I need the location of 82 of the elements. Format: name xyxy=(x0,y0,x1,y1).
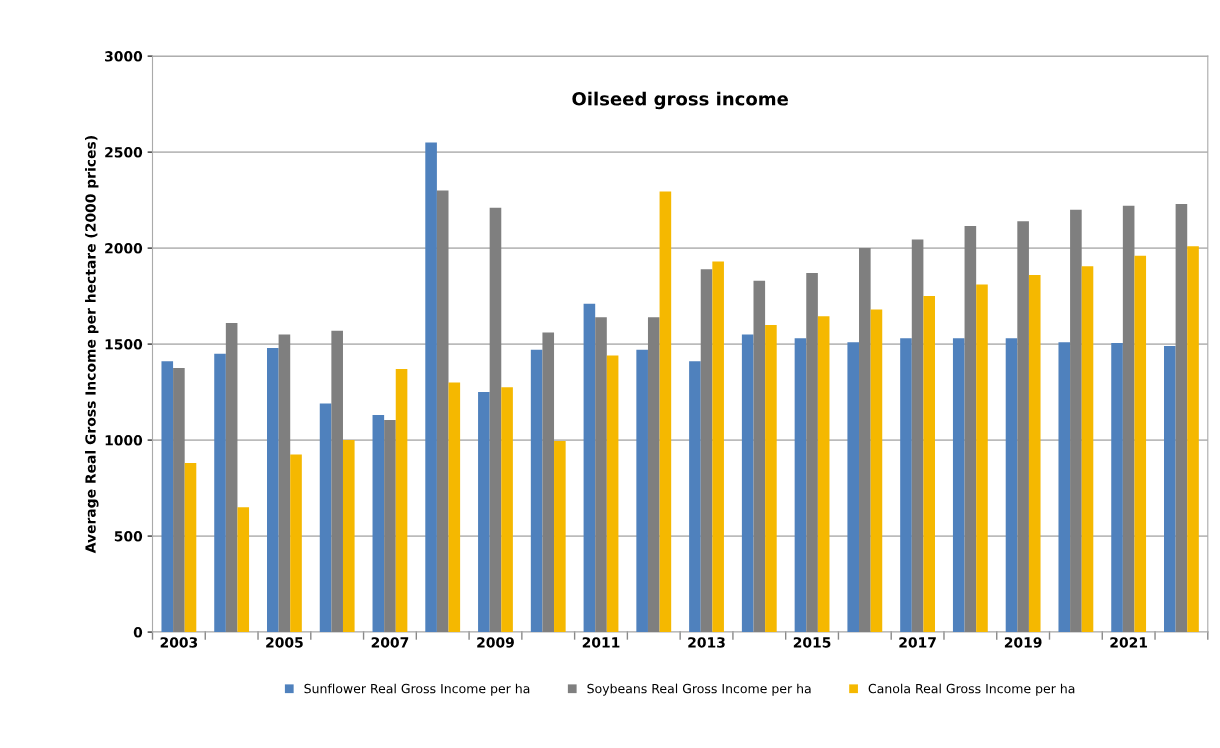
bar xyxy=(331,330,343,633)
bar xyxy=(1134,255,1147,633)
bar xyxy=(237,507,250,633)
legend-label: Soybeans Real Gross Income per ha xyxy=(587,683,811,696)
bar xyxy=(659,191,672,633)
bar xyxy=(214,353,226,633)
bar xyxy=(425,142,437,633)
bar xyxy=(1164,346,1176,633)
x-tick-label: 2009 xyxy=(477,637,514,648)
bar xyxy=(817,316,830,633)
y-tick-label: 0 xyxy=(133,627,143,638)
bar xyxy=(923,296,935,633)
bar xyxy=(161,361,174,633)
x-tick-label: 2003 xyxy=(160,637,198,648)
bar xyxy=(806,273,818,633)
x-tick-label: 2019 xyxy=(1004,637,1042,648)
x-tick-label: 2011 xyxy=(582,637,620,648)
bar xyxy=(530,349,543,633)
bar xyxy=(173,368,185,633)
x-tick-label: 2015 xyxy=(793,637,831,648)
bar xyxy=(595,317,607,633)
y-tick-label: 1000 xyxy=(105,435,143,446)
bar xyxy=(1111,343,1123,633)
x-tick-label: 2017 xyxy=(899,637,936,648)
bar xyxy=(1028,274,1041,633)
bar xyxy=(606,355,619,633)
bar xyxy=(900,338,912,633)
bar xyxy=(489,207,502,633)
bar xyxy=(964,226,977,633)
y-tick-label: 1500 xyxy=(105,339,143,350)
bar xyxy=(753,280,766,633)
bar xyxy=(342,440,355,633)
bar xyxy=(478,392,490,633)
y-tick-label: 500 xyxy=(114,531,143,542)
bar xyxy=(712,261,724,633)
bar xyxy=(794,338,807,633)
bar xyxy=(1058,342,1071,633)
bar xyxy=(225,322,238,633)
y-tick-label: 2000 xyxy=(105,243,143,254)
bar xyxy=(501,387,513,633)
bar xyxy=(952,338,965,633)
bar xyxy=(267,347,279,633)
bar xyxy=(911,239,924,633)
bar xyxy=(290,454,302,633)
bar xyxy=(436,190,449,633)
bar xyxy=(1175,203,1188,633)
bar xyxy=(384,419,396,633)
bar xyxy=(278,334,291,633)
x-tick-label: 2021 xyxy=(1110,637,1148,648)
bar xyxy=(689,361,701,633)
bar xyxy=(847,342,860,633)
bar xyxy=(700,269,713,633)
bar xyxy=(395,369,408,633)
bar xyxy=(870,309,883,633)
bar xyxy=(1122,205,1135,633)
bar xyxy=(1005,338,1018,633)
text: Oilseed gross income xyxy=(572,91,788,110)
bar xyxy=(554,441,566,633)
x-tick-label: 2013 xyxy=(688,637,725,648)
bar xyxy=(647,317,660,633)
bar xyxy=(1081,266,1094,633)
bar xyxy=(636,349,648,633)
bar xyxy=(583,303,596,633)
bar xyxy=(184,463,197,633)
bar xyxy=(765,324,777,633)
bar xyxy=(976,284,988,633)
legend-label: Canola Real Gross Income per ha xyxy=(868,683,1075,696)
y-tick-label: 2500 xyxy=(105,147,143,158)
legend-label: Sunflower Real Gross Income per ha xyxy=(304,683,530,696)
bar xyxy=(1017,221,1029,633)
y-tick-label: 3000 xyxy=(105,51,143,62)
x-tick-label: 2007 xyxy=(371,637,409,648)
bar xyxy=(372,415,385,633)
bar xyxy=(1187,246,1199,633)
bar xyxy=(448,382,461,633)
x-tick-label: 2005 xyxy=(266,637,303,648)
bar xyxy=(1070,209,1082,633)
bar xyxy=(859,248,871,633)
bar xyxy=(542,332,555,633)
bar xyxy=(319,403,332,633)
y-axis-title: Average Real Gross Income per hectare (2000 prices) xyxy=(85,136,99,554)
bar xyxy=(741,334,754,633)
